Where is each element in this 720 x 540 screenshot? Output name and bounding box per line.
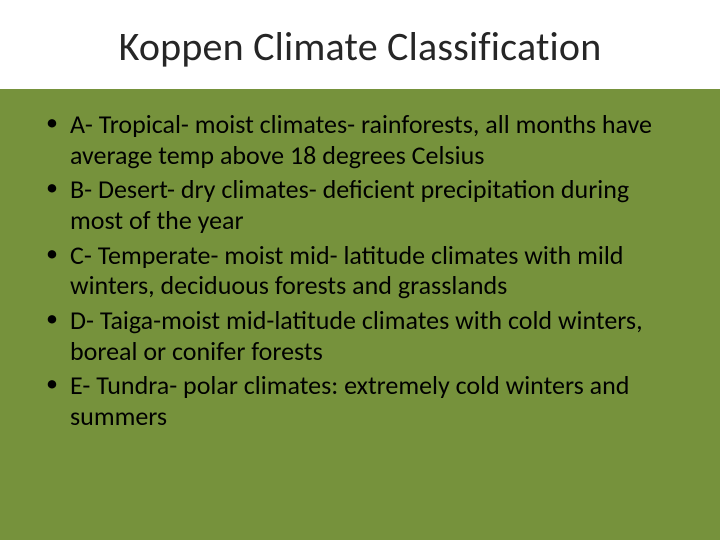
list-item: A- Tropical- moist climates- rainforests… [44,109,676,170]
slide-body: A- Tropical- moist climates- rainforests… [0,89,720,432]
list-item: D- Taiga-moist mid-latitude climates wit… [44,305,676,366]
list-item: E- Tundra- polar climates: extremely col… [44,370,676,431]
bullet-list: A- Tropical- moist climates- rainforests… [44,109,676,432]
list-item: C- Temperate- moist mid- latitude climat… [44,240,676,301]
title-container: Koppen Climate Classification [0,0,720,89]
slide-title: Koppen Climate Classification [40,22,680,71]
slide: Koppen Climate Classification A- Tropica… [0,0,720,540]
list-item: B- Desert- dry climates- deficient preci… [44,174,676,235]
